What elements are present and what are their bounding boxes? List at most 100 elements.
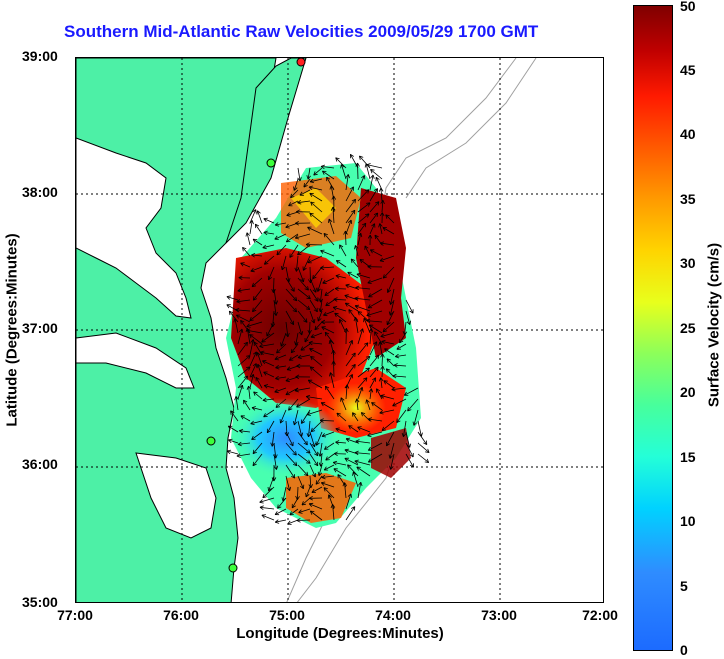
velocity-arrow [335, 275, 347, 279]
velocity-arrow-head [275, 364, 279, 369]
velocity-arrow-head [344, 384, 348, 389]
velocity-arrow-head [368, 324, 372, 329]
velocity-arrow-head [385, 214, 388, 219]
velocity-arrow-head [277, 506, 282, 509]
velocity-arrow [259, 497, 275, 503]
velocity-arrow-head [264, 263, 269, 265]
velocity-arrow-head [309, 366, 312, 371]
velocity-arrow [273, 277, 275, 293]
velocity-arrow-head [318, 308, 321, 313]
velocity-arrow-head [292, 464, 298, 467]
velocity-arrow-head [310, 366, 315, 369]
velocity-arrow [324, 464, 335, 471]
velocity-arrow-head [391, 389, 396, 392]
velocity-arrow-head [350, 258, 353, 264]
velocity-arrow-head [359, 259, 363, 264]
velocity-arrow-head [355, 287, 360, 291]
velocity-arrow-head [306, 175, 309, 180]
velocity-arrow-head [299, 191, 303, 196]
velocity-arrow-head [251, 254, 255, 258]
velocity-arrow-head [263, 385, 268, 389]
velocity-arrow-head [392, 373, 397, 377]
velocity-arrow-head [366, 312, 370, 316]
velocity-arrow-head [364, 163, 367, 168]
velocity-arrow [285, 387, 299, 396]
velocity-arrow-head [355, 162, 358, 167]
velocity-arrow [356, 273, 371, 279]
velocity-arrow-head [319, 418, 324, 421]
velocity-arrow-head [240, 262, 244, 267]
velocity-arrow-head [370, 169, 375, 171]
velocity-arrow-head [296, 403, 299, 408]
velocity-arrow [382, 321, 395, 333]
velocity-arrow [234, 318, 239, 334]
velocity-arrow-head [380, 336, 385, 338]
station-marker [228, 563, 238, 573]
velocity-arrow [266, 420, 275, 433]
velocity-arrow [379, 223, 383, 235]
velocity-arrow [391, 387, 407, 390]
velocity-arrow-head [294, 387, 299, 392]
velocity-arrow [297, 442, 311, 454]
velocity-arrow-head [310, 356, 313, 361]
velocity-arrow-head [324, 445, 327, 450]
velocity-arrow-head [406, 321, 411, 325]
velocity-arrow-head [361, 175, 365, 179]
velocity-arrow-head [389, 455, 393, 459]
velocity-arrow-head [311, 488, 315, 493]
velocity-arrow-head [308, 294, 311, 299]
velocity-arrow-head [365, 367, 370, 370]
velocity-arrow [323, 487, 335, 499]
velocity-arrow [251, 407, 263, 411]
velocity-arrow-head [236, 299, 241, 303]
velocity-arrow-head [274, 222, 279, 226]
velocity-arrow-head [243, 399, 248, 403]
velocity-arrow-head [295, 376, 300, 380]
velocity-arrow [306, 409, 323, 416]
velocity-arrow-head [236, 301, 241, 304]
velocity-arrow [274, 387, 287, 393]
velocity-arrow-head [301, 432, 304, 437]
velocity-arrow-head [310, 333, 314, 338]
velocity-arrow [316, 431, 323, 446]
velocity-arrow-head [318, 462, 321, 467]
velocity-arrow [287, 519, 299, 525]
velocity-arrow-head [275, 406, 280, 408]
velocity-arrow-head [320, 462, 324, 467]
velocity-arrow [399, 332, 407, 344]
velocity-arrow-head [421, 432, 423, 437]
velocity-arrow [262, 398, 275, 401]
velocity-arrow-head [361, 387, 364, 392]
velocity-arrow-head [378, 341, 381, 346]
velocity-arrow [333, 360, 335, 378]
velocity-arrow [392, 398, 407, 407]
velocity-arrow [324, 288, 335, 296]
velocity-arrow-head [246, 375, 248, 380]
velocity-arrow-head [368, 356, 371, 361]
velocity-arrow-head [336, 412, 339, 418]
map-plot-area[interactable] [75, 57, 604, 603]
velocity-arrow-head [252, 449, 255, 454]
velocity-arrow-head [360, 482, 363, 487]
velocity-arrow-head [423, 442, 427, 445]
velocity-arrow-head [389, 465, 391, 470]
velocity-arrow-head [344, 294, 349, 296]
velocity-arrow [320, 402, 335, 411]
velocity-arrow [310, 510, 323, 521]
velocity-arrow-head [307, 379, 311, 384]
velocity-arrow-head [271, 289, 274, 293]
velocity-arrow [297, 464, 309, 477]
velocity-arrow [275, 365, 287, 369]
velocity-arrow-head [293, 186, 295, 191]
velocity-arrow-head [348, 309, 353, 312]
velocity-arrow [252, 442, 263, 454]
velocity-arrow-head [246, 327, 251, 332]
y-tick-label: 36:00 [22, 456, 58, 472]
velocity-arrow-head [273, 466, 277, 470]
velocity-arrow-head [365, 377, 368, 382]
velocity-arrow-head [252, 239, 256, 243]
velocity-arrow-head [255, 223, 260, 227]
velocity-arrow-head [274, 391, 279, 394]
velocity-arrow-head [357, 232, 362, 237]
velocity-arrow-head [291, 475, 295, 479]
